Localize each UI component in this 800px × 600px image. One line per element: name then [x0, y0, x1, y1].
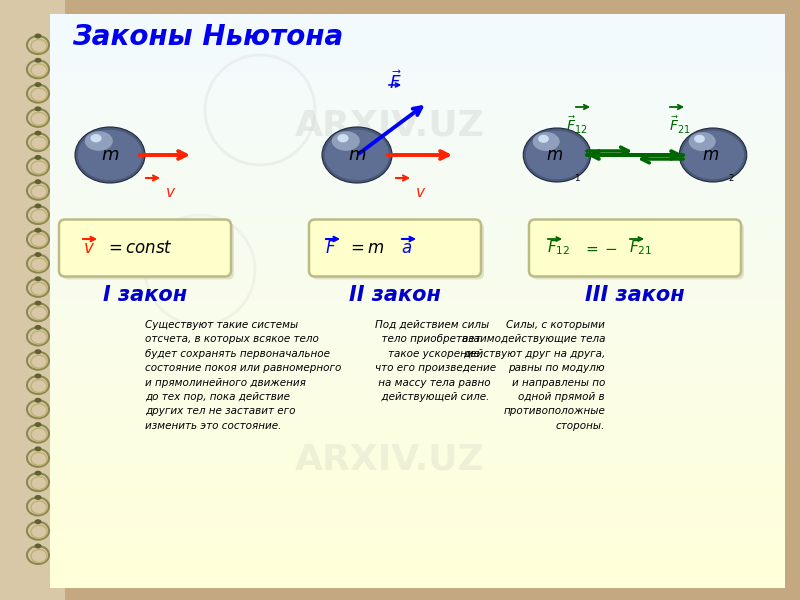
- FancyBboxPatch shape: [309, 220, 481, 277]
- Ellipse shape: [34, 277, 42, 281]
- FancyBboxPatch shape: [50, 86, 785, 101]
- FancyBboxPatch shape: [50, 114, 785, 130]
- Ellipse shape: [538, 135, 549, 143]
- FancyBboxPatch shape: [50, 329, 785, 344]
- FancyBboxPatch shape: [312, 223, 484, 280]
- Ellipse shape: [90, 134, 102, 142]
- Ellipse shape: [34, 325, 42, 330]
- Text: $= -$: $= -$: [583, 241, 618, 256]
- Text: ARXIV.UZ: ARXIV.UZ: [295, 443, 485, 477]
- FancyBboxPatch shape: [50, 43, 785, 58]
- Ellipse shape: [34, 349, 42, 354]
- Text: $_1$: $_1$: [574, 171, 581, 184]
- Ellipse shape: [322, 127, 392, 183]
- FancyBboxPatch shape: [50, 358, 785, 373]
- Ellipse shape: [34, 398, 42, 403]
- Text: III закон: III закон: [585, 285, 685, 305]
- Text: I закон: I закон: [103, 285, 187, 305]
- FancyBboxPatch shape: [62, 223, 234, 280]
- Ellipse shape: [34, 82, 42, 87]
- FancyBboxPatch shape: [529, 220, 741, 277]
- FancyBboxPatch shape: [50, 544, 785, 559]
- Ellipse shape: [523, 128, 590, 182]
- FancyBboxPatch shape: [59, 220, 231, 277]
- Ellipse shape: [325, 130, 389, 180]
- Ellipse shape: [34, 228, 42, 233]
- Ellipse shape: [34, 544, 42, 548]
- FancyBboxPatch shape: [50, 128, 785, 144]
- Text: $\vec{F}_{21}$: $\vec{F}_{21}$: [670, 115, 690, 136]
- FancyBboxPatch shape: [50, 28, 785, 44]
- FancyBboxPatch shape: [50, 430, 785, 445]
- Ellipse shape: [679, 128, 746, 182]
- Ellipse shape: [34, 58, 42, 63]
- FancyBboxPatch shape: [50, 157, 785, 173]
- FancyBboxPatch shape: [50, 71, 785, 86]
- FancyBboxPatch shape: [50, 272, 785, 287]
- FancyBboxPatch shape: [50, 559, 785, 574]
- Text: $m$: $m$: [702, 146, 719, 164]
- Ellipse shape: [78, 130, 142, 180]
- Ellipse shape: [332, 131, 360, 151]
- Text: ARXIV.UZ: ARXIV.UZ: [295, 108, 485, 142]
- Text: ARXIV.UZ: ARXIV.UZ: [310, 241, 470, 269]
- Ellipse shape: [526, 131, 588, 179]
- Ellipse shape: [694, 135, 705, 143]
- Ellipse shape: [34, 373, 42, 379]
- FancyBboxPatch shape: [50, 14, 785, 29]
- Ellipse shape: [689, 132, 716, 151]
- Text: $a$: $a$: [401, 239, 412, 257]
- FancyBboxPatch shape: [50, 286, 785, 301]
- FancyBboxPatch shape: [50, 343, 785, 359]
- FancyBboxPatch shape: [50, 301, 785, 316]
- FancyBboxPatch shape: [0, 0, 65, 600]
- Ellipse shape: [34, 106, 42, 112]
- FancyBboxPatch shape: [50, 257, 785, 273]
- Ellipse shape: [34, 34, 42, 38]
- Text: $F_{21}$: $F_{21}$: [629, 239, 652, 257]
- FancyBboxPatch shape: [50, 444, 785, 459]
- Ellipse shape: [34, 179, 42, 184]
- Text: Под действием силы
  тело приобретает
    такое ускорение,
что его произведение
: Под действием силы тело приобретает тако…: [375, 320, 496, 402]
- FancyBboxPatch shape: [50, 401, 785, 416]
- Ellipse shape: [34, 203, 42, 208]
- FancyBboxPatch shape: [50, 572, 785, 588]
- FancyBboxPatch shape: [50, 215, 785, 230]
- Ellipse shape: [34, 155, 42, 160]
- Ellipse shape: [34, 252, 42, 257]
- Ellipse shape: [34, 301, 42, 305]
- FancyBboxPatch shape: [50, 458, 785, 473]
- Ellipse shape: [34, 446, 42, 451]
- FancyBboxPatch shape: [50, 57, 785, 72]
- Ellipse shape: [85, 131, 113, 151]
- FancyBboxPatch shape: [532, 223, 744, 280]
- Text: $_2$: $_2$: [728, 171, 734, 184]
- Text: Силы, с которыми
взаимодействующие тела
действуют друг на друга,
равны по модулю: Силы, с которыми взаимодействующие тела …: [462, 320, 605, 431]
- Text: $v$: $v$: [415, 185, 426, 200]
- Ellipse shape: [34, 470, 42, 476]
- Ellipse shape: [533, 132, 560, 151]
- FancyBboxPatch shape: [50, 172, 785, 187]
- FancyBboxPatch shape: [50, 200, 785, 215]
- Text: II закон: II закон: [349, 285, 441, 305]
- FancyBboxPatch shape: [50, 100, 785, 115]
- Ellipse shape: [682, 131, 744, 179]
- FancyBboxPatch shape: [50, 530, 785, 545]
- Text: $v$: $v$: [165, 185, 176, 200]
- Text: $m$: $m$: [348, 146, 366, 164]
- FancyBboxPatch shape: [50, 243, 785, 259]
- Ellipse shape: [34, 131, 42, 136]
- FancyBboxPatch shape: [50, 415, 785, 430]
- Text: $\vec{F}$: $\vec{F}$: [389, 70, 402, 93]
- Ellipse shape: [75, 127, 145, 183]
- FancyBboxPatch shape: [50, 472, 785, 488]
- Text: $=m$: $=m$: [347, 239, 385, 257]
- FancyBboxPatch shape: [50, 515, 785, 530]
- Text: $m$: $m$: [101, 146, 119, 164]
- Text: $m$: $m$: [546, 146, 563, 164]
- Text: Законы Ньютона: Законы Ньютона: [72, 23, 343, 51]
- Text: $=const$: $=const$: [105, 239, 173, 257]
- Text: $v$: $v$: [83, 239, 95, 257]
- FancyBboxPatch shape: [50, 143, 785, 158]
